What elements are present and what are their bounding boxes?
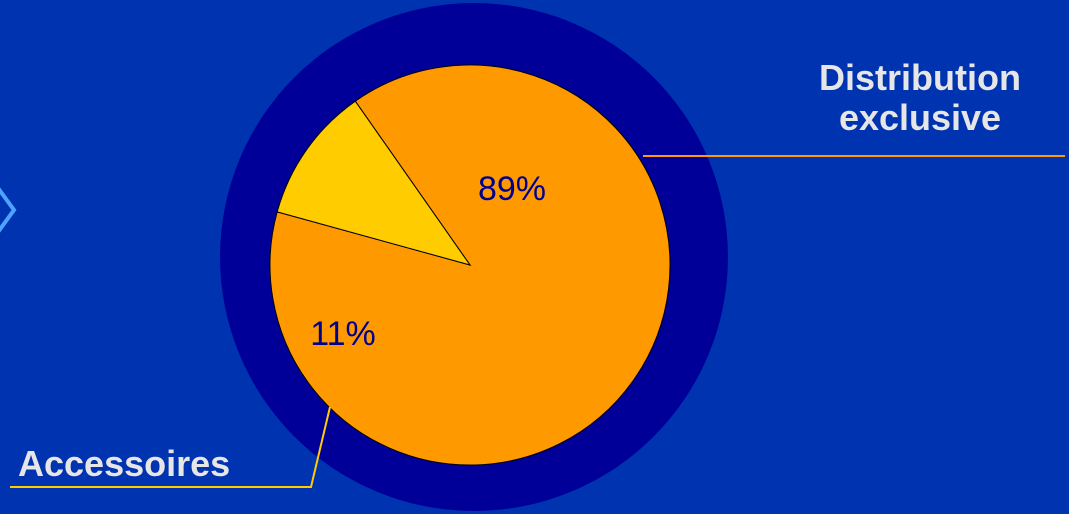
pie-slices [269,64,671,466]
data-label-accessoires: 11% [310,315,376,353]
category-label-distribution: Distribution exclusive [770,58,1069,138]
leader-line-accessoires [10,406,331,488]
chevron-right-icon [0,187,17,233]
data-label-distribution: 89% [478,170,546,208]
category-label-distribution-line1: Distribution [819,57,1021,98]
category-label-accessoires: Accessoires [18,443,231,484]
pie-slice-accessoires [276,100,472,266]
category-label-distribution-line2: exclusive [838,97,1002,138]
